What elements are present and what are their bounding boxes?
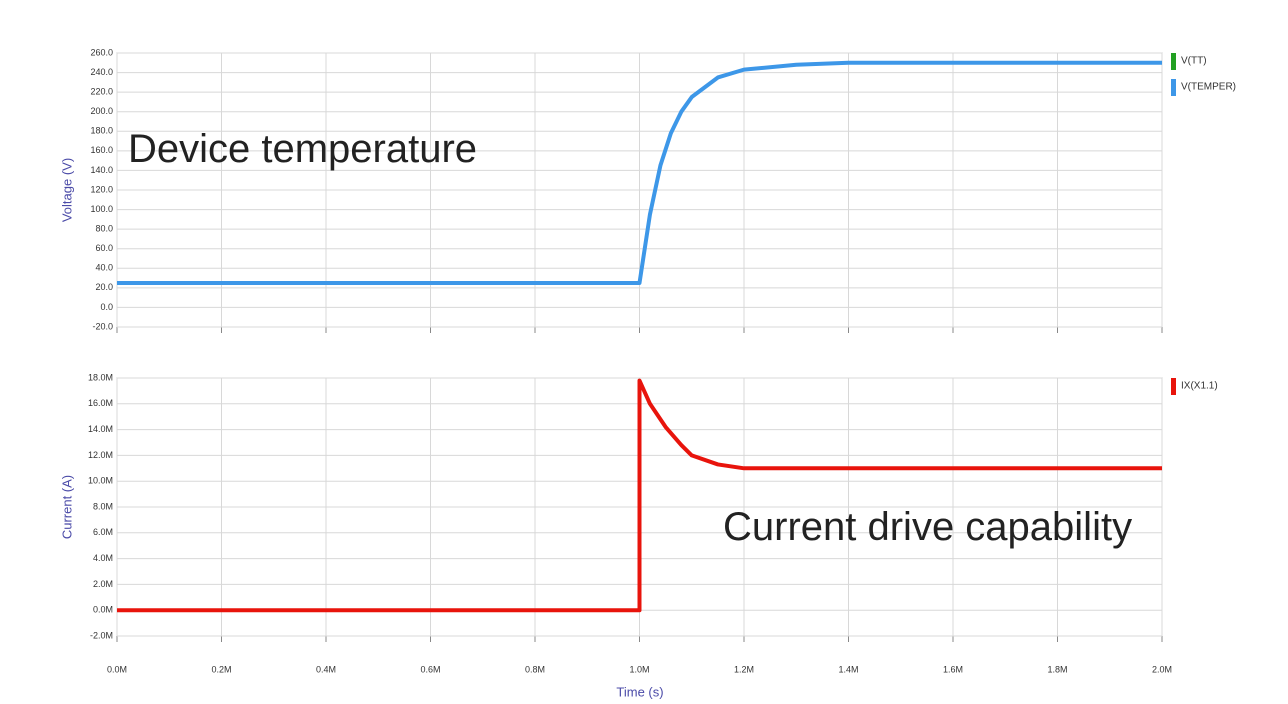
x-tick-label: 0.4M (316, 664, 336, 674)
y-tick-label: 100.0 (90, 204, 113, 214)
legend-label: IX(X1.1) (1181, 381, 1218, 392)
x-tick-label: 0.8M (525, 664, 545, 674)
y-tick-label: 4.0M (93, 553, 113, 563)
y-tick-label: 140.0 (90, 165, 113, 175)
x-axis-title: Time (s) (616, 684, 663, 699)
y-tick-label: 260.0 (90, 47, 113, 57)
y-tick-label: 0.0 (100, 302, 113, 312)
x-tick-label: 2.0M (1152, 664, 1172, 674)
legend-label: V(TEMPER) (1181, 82, 1236, 93)
y-tick-label: 10.0M (88, 476, 113, 486)
legend-swatch (1171, 53, 1176, 70)
y-tick-label: 2.0M (93, 579, 113, 589)
y-tick-label: 180.0 (90, 126, 113, 136)
data-line (117, 60, 1162, 285)
annotation: Current drive capability (723, 505, 1132, 549)
y-tick-label: 200.0 (90, 106, 113, 116)
y-axis-title: Current (A) (59, 475, 74, 539)
y-tick-label: 220.0 (90, 87, 113, 97)
legend-label: V(TT) (1181, 56, 1207, 67)
y-tick-label: 16.0M (88, 398, 113, 408)
y-tick-label: 12.0M (88, 450, 113, 460)
y-tick-label: 6.0M (93, 527, 113, 537)
y-axis-title: Voltage (V) (59, 158, 74, 222)
annotation: Device temperature (128, 127, 477, 171)
x-tick-label: 0.2M (211, 664, 231, 674)
legend-swatch (1171, 79, 1176, 96)
legend-swatch (1171, 378, 1176, 395)
y-tick-label: 60.0 (95, 243, 113, 253)
x-tick-label: 1.2M (734, 664, 754, 674)
y-tick-label: 160.0 (90, 145, 113, 155)
x-tick-label: 1.6M (943, 664, 963, 674)
x-tick-label: 1.8M (1047, 664, 1067, 674)
y-tick-label: 240.0 (90, 67, 113, 77)
x-tick-label: 0.0M (107, 664, 127, 674)
y-tick-label: -20.0 (92, 321, 113, 331)
y-tick-label: 80.0 (95, 224, 113, 234)
y-tick-label: 0.0M (93, 605, 113, 615)
x-tick-label: 1.0M (629, 664, 649, 674)
y-tick-label: 40.0 (95, 263, 113, 273)
y-tick-label: 14.0M (88, 424, 113, 434)
y-tick-label: 20.0 (95, 282, 113, 292)
y-tick-label: 18.0M (88, 372, 113, 382)
y-tick-label: -2.0M (90, 630, 113, 640)
x-tick-label: 0.6M (420, 664, 440, 674)
y-tick-label: 120.0 (90, 184, 113, 194)
data-line (117, 378, 1162, 613)
y-tick-label: 8.0M (93, 501, 113, 511)
x-tick-label: 1.4M (838, 664, 858, 674)
